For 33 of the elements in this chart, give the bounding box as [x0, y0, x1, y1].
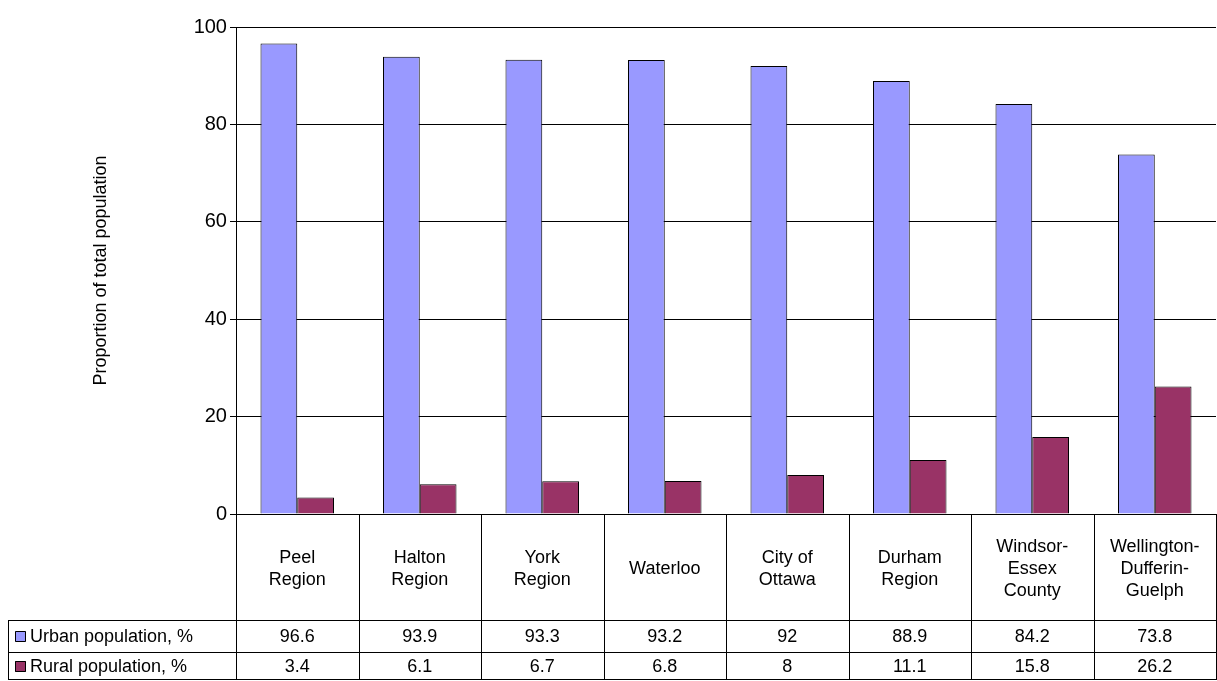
- legend-label: Rural population, %: [30, 655, 188, 676]
- y-tick-label: 60: [204, 209, 227, 232]
- x-tick-label: Halton Region: [391, 546, 449, 589]
- y-tick-label: 80: [204, 111, 227, 134]
- data-label: 84.2: [1014, 625, 1050, 646]
- y-tick-label: 20: [204, 404, 227, 427]
- x-tick-label: Windsor-Essex County: [996, 535, 1069, 600]
- x-tick-label: York Region: [513, 546, 571, 589]
- data-label: 8: [782, 655, 793, 676]
- data-label: 6.1: [407, 655, 433, 676]
- data-label: 6.7: [529, 655, 555, 676]
- data-label: 93.9: [402, 625, 438, 646]
- y-tick-label: 0: [215, 501, 227, 524]
- data-label: 26.2: [1137, 655, 1173, 676]
- data-label: 92: [777, 625, 798, 646]
- data-label: 6.8: [652, 655, 678, 676]
- data-label: 88.9: [892, 625, 928, 646]
- data-label: 93.2: [647, 625, 683, 646]
- data-label: 93.3: [524, 625, 560, 646]
- data-label: 11.1: [892, 655, 927, 676]
- data-label: 3.4: [284, 655, 310, 676]
- x-tick-label: Waterloo: [629, 557, 701, 578]
- data-label: 15.8: [1014, 655, 1050, 676]
- y-tick-label: 100: [193, 14, 227, 37]
- legend-label: Urban population, %: [30, 625, 194, 646]
- y-axis-title: Proportion of total population: [89, 155, 110, 386]
- x-tick-label: Durham Region: [877, 546, 942, 589]
- data-label: 73.8: [1137, 625, 1173, 646]
- y-tick-label: 40: [204, 306, 227, 329]
- data-label: 96.6: [279, 625, 315, 646]
- x-tick-label: City of Ottawa: [758, 546, 817, 589]
- x-tick-label: Peel Region: [268, 546, 326, 589]
- x-tick-label: Wellington-Dufferin-Guelph: [1109, 535, 1200, 600]
